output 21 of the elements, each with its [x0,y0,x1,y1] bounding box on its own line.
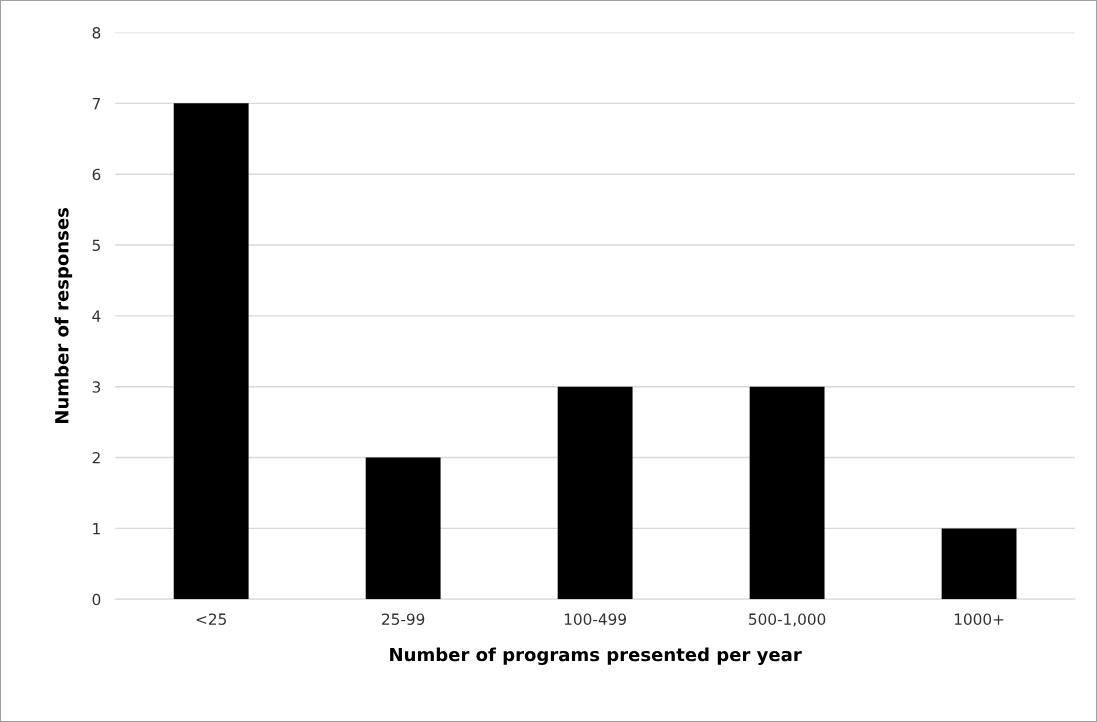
y-tick-label: 2 [92,452,100,464]
y-tick-label: 0 [92,593,101,606]
x-tick-label: <25 [196,613,226,625]
y-tick-label: 1 [93,523,100,535]
y-tick-label: 5 [92,239,100,252]
x-tick-label: 1000+ [954,613,1004,625]
bar [365,457,441,600]
bar [173,103,249,600]
y-tick-label: 8 [92,26,101,39]
y-axis-title: Number of responses [54,207,73,423]
x-axis-title: Number of programs presented per year [390,647,802,665]
bar [557,386,633,600]
x-tick-label: 500-1,000 [749,613,826,627]
y-tick-label: 7 [92,98,100,110]
x-tick-label: 25-99 [382,613,425,625]
x-tick-label: 100-499 [564,613,626,625]
y-tick-label: 3 [92,381,101,393]
bar [941,528,1017,600]
bar [749,386,825,600]
y-tick-label: 6 [92,168,101,181]
y-tick-label: 4 [92,310,101,322]
